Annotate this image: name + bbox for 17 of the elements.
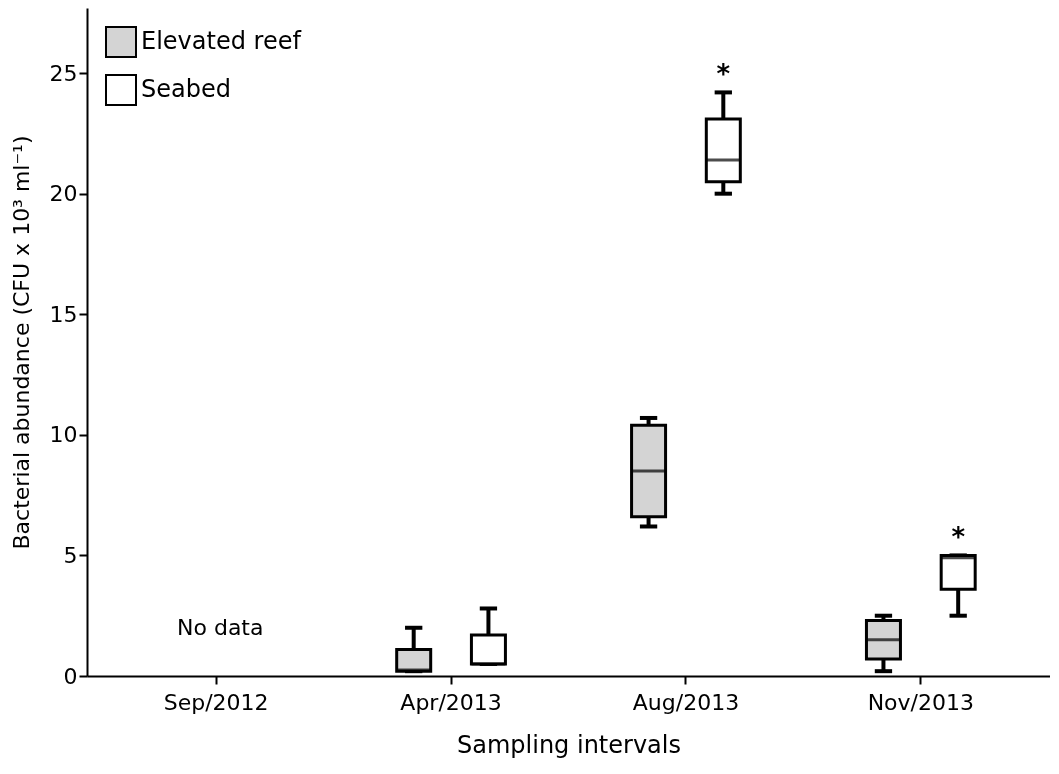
annotation: No data [177,615,264,640]
x-tick-label: Aug/2013 [632,689,740,715]
y-tick-label: 5 [63,542,78,568]
annotation: * [716,59,731,90]
y-tick-label: 15 [49,301,78,327]
annotation: * [951,522,966,553]
x-tick-label: Nov/2013 [867,689,974,715]
legend-label: Seabed [141,75,231,103]
x-tick-label: Apr/2013 [400,689,502,715]
y-tick-label: 0 [63,663,78,689]
x-axis-title: Sampling intervals [457,730,681,759]
x-tick-label: Sep/2012 [163,689,269,715]
y-tick-label: 25 [49,60,78,86]
legend-label: Elevated reef [141,27,302,55]
y-tick-label: 10 [49,422,78,448]
y-axis-title: Bacterial abundance (CFU x 10³ ml⁻¹) [8,135,34,550]
y-tick-label: 20 [49,181,78,207]
